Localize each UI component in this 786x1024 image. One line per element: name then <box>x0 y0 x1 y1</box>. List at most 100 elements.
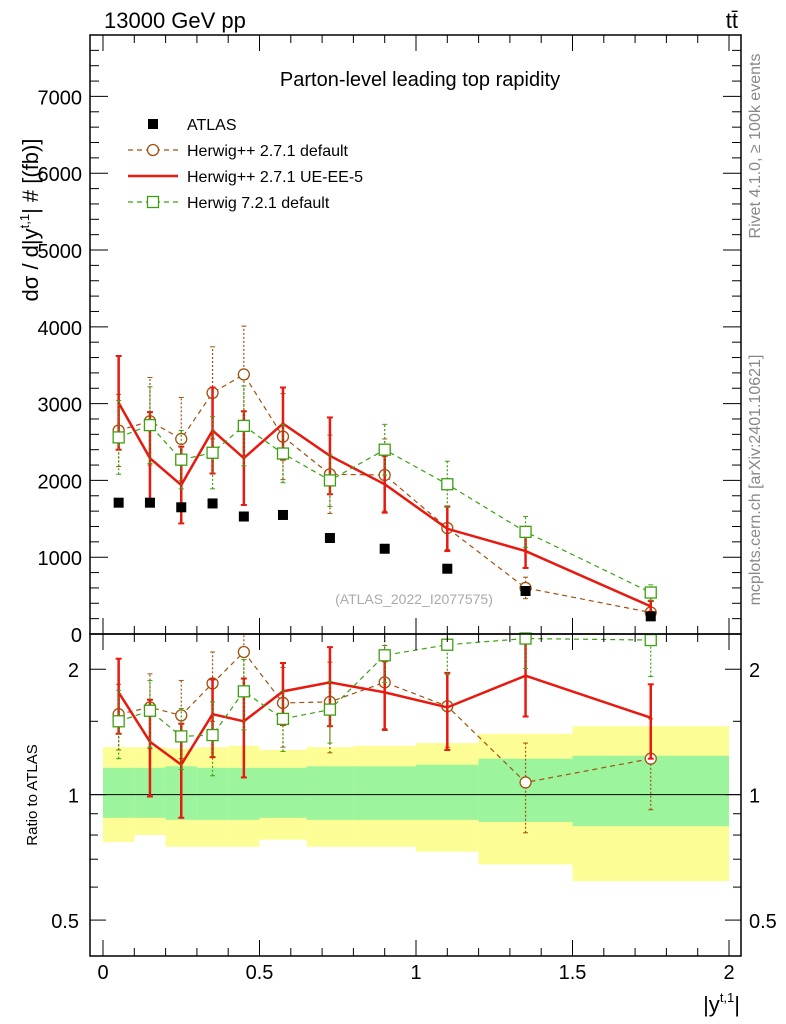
main-s3-marker <box>238 511 249 522</box>
main-ytick-label: 3000 <box>38 395 83 417</box>
main-s3-marker <box>520 585 531 596</box>
ratio-s2-marker <box>519 632 532 645</box>
legend-3-marker <box>146 195 160 209</box>
ratio-panel: 0.5 0.5 1 1 2 2 0 0.5 1 1.5 2 Ratio to ATLAS |yt,1… <box>24 632 777 1017</box>
legend-entry: Herwig++ 2.7.1 UE-EE-5 <box>128 169 363 186</box>
xtick-label: 0.5 <box>246 962 274 984</box>
legend-1-marker <box>146 143 160 157</box>
main-s2-marker <box>323 474 337 487</box>
main-s1-line <box>117 402 652 608</box>
uncertainty-band-inner <box>196 767 229 820</box>
main-s3-marker <box>113 497 124 508</box>
ratio-ticks: 0.5 0.5 1 1 2 2 0 0.5 1 1.5 2 <box>51 634 777 984</box>
ratio-s2-marker <box>276 712 290 726</box>
ratio-s0-marker <box>519 776 532 789</box>
main-ytick-label: 6000 <box>38 164 83 186</box>
ylabel-sup: t,1 <box>17 214 32 228</box>
legend-label: Herwig++ 2.7.1 default <box>187 143 349 160</box>
main-title: Parton-level leading top rapidity <box>280 69 560 91</box>
main-s2-marker <box>175 453 188 466</box>
main-s3-marker <box>144 497 155 508</box>
legend: ATLAS Herwig++ 2.7.1 default Herwig++ 2.7.… <box>128 117 363 212</box>
main-s3-marker <box>442 563 453 574</box>
ratio-frame <box>89 633 742 957</box>
legend-entry: Herwig 7.2.1 default <box>128 195 330 212</box>
uncertainty-band-inner <box>259 767 307 818</box>
main-series <box>112 325 657 622</box>
ratio-s2-group <box>112 632 657 777</box>
uncertainty-band-inner <box>306 766 354 820</box>
ratio-s0-marker <box>237 645 251 659</box>
ratio-s2-marker <box>206 728 219 742</box>
ratio-s2-marker <box>175 730 188 743</box>
watermark: (ATLAS_2022_I2077575) <box>335 591 493 607</box>
main-s2-marker <box>206 446 219 459</box>
xlabel-sup: t,1 <box>720 990 734 1005</box>
ylabel-part-a: dσ / d|y <box>18 228 43 301</box>
rivet-label: Rivet 4.1.0, ≥ 100k events <box>747 54 764 239</box>
xtick-label: 0 <box>97 962 108 984</box>
legend-label: Herwig 7.2.1 default <box>187 195 330 212</box>
ratio-series <box>112 632 657 834</box>
xtick-label: 1.5 <box>559 962 587 984</box>
ratio-bands <box>103 726 729 882</box>
main-ticks: 0 1000 2000 3000 4000 5000 6000 7000 <box>38 35 741 647</box>
main-s2-marker <box>276 447 290 460</box>
energy-label: 13000 GeV pp <box>104 8 246 33</box>
ratio-ytick-label-right: 1 <box>749 786 760 808</box>
main-s3-marker <box>645 611 656 622</box>
main-s2-marker <box>237 419 251 433</box>
ratio-x-axis-label: |yt,1| <box>703 990 740 1017</box>
main-ytick-label: 4000 <box>38 318 83 340</box>
main-panel: Parton-level leading top rapidity (ATLAS… <box>17 34 742 647</box>
legend-label: Herwig++ 2.7.1 UE-EE-5 <box>187 169 363 186</box>
main-ytick-label: 0 <box>71 625 82 647</box>
ratio-ytick-label: 0.5 <box>51 911 79 933</box>
ratio-ytick-label-right: 2 <box>749 660 760 682</box>
main-s2-marker <box>112 431 125 444</box>
ratio-s2-marker <box>644 633 657 647</box>
main-s2-marker <box>441 478 454 491</box>
main-s3-marker <box>207 498 218 509</box>
main-s1-group <box>115 355 654 613</box>
main-ytick-label: 1000 <box>38 548 83 570</box>
uncertainty-band-inner <box>416 764 479 820</box>
mcplots-label: mcplots.cern.ch [arXiv:2401.10621] <box>747 355 764 606</box>
main-ytick-label: 5000 <box>38 241 83 263</box>
xlabel-part-a: |y <box>703 992 720 1017</box>
legend-0-marker <box>148 119 158 129</box>
main-s2-group <box>112 385 657 601</box>
main-ytick-label: 2000 <box>38 471 83 493</box>
legend-label: ATLAS <box>187 117 237 134</box>
uncertainty-band-inner <box>572 755 729 827</box>
main-s3-marker <box>176 502 187 513</box>
main-s3-marker <box>277 509 288 520</box>
main-ytick-label: 7000 <box>38 87 83 109</box>
main-s3-group <box>113 497 656 622</box>
ratio-ytick-label: 2 <box>68 660 79 682</box>
ratio-s2-marker <box>143 704 157 717</box>
main-s2-marker <box>519 525 532 539</box>
ratio-ytick-label: 1 <box>68 786 79 808</box>
uncertainty-band-inner <box>103 767 135 818</box>
legend-entry: Herwig++ 2.7.1 default <box>128 143 349 160</box>
main-s2-marker <box>378 443 391 456</box>
process-label: tt̄ <box>726 8 738 33</box>
ratio-s2-marker <box>237 685 251 698</box>
ratio-s2-marker <box>323 703 337 716</box>
legend-entry: ATLAS <box>148 117 237 134</box>
xtick-label: 2 <box>723 962 734 984</box>
main-s3-marker <box>324 533 335 544</box>
xlabel-part-b: | <box>734 992 740 1017</box>
ratio-y-axis-label: Ratio to ATLAS <box>24 744 41 845</box>
main-s2-marker <box>143 418 157 432</box>
uncertainty-band-inner <box>353 766 416 820</box>
ylabel-part-b: | # [(fb)] <box>18 139 43 214</box>
main-s2-marker <box>644 586 657 599</box>
main-s0-marker <box>237 368 251 381</box>
xtick-label: 1 <box>410 962 421 984</box>
ratio-ytick-label-right: 0.5 <box>749 911 777 933</box>
ratio-s2-marker <box>378 649 391 662</box>
main-s3-marker <box>379 543 390 554</box>
